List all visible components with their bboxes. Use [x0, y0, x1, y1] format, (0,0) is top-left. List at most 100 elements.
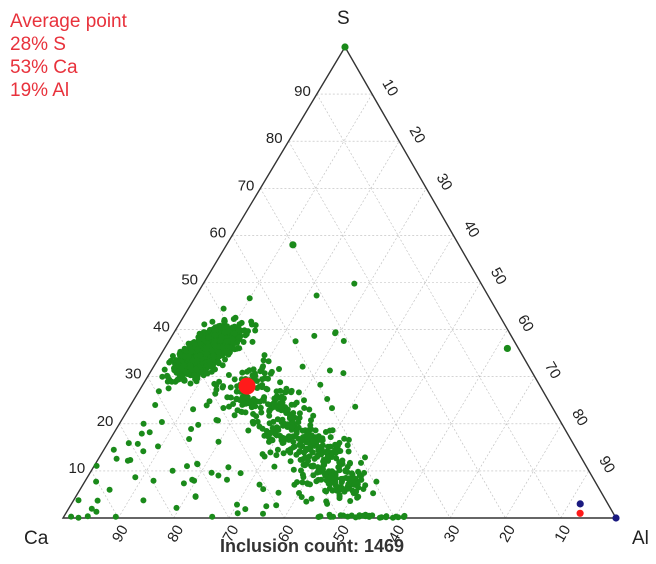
- data-point: [234, 501, 240, 508]
- data-point: [210, 352, 217, 359]
- data-point: [318, 437, 324, 443]
- grid-lines: [90, 93, 590, 519]
- data-point: [324, 396, 331, 402]
- data-point: [213, 386, 220, 393]
- data-point: [319, 442, 326, 449]
- data-point: [193, 357, 200, 364]
- notable-point: [341, 43, 349, 51]
- data-point: [330, 513, 337, 520]
- data-point: [250, 411, 257, 417]
- data-point: [306, 406, 313, 413]
- data-point: [265, 358, 272, 365]
- data-point: [192, 374, 199, 381]
- data-point: [322, 449, 329, 456]
- data-point: [273, 393, 280, 400]
- tick-label-al: 60: [514, 312, 537, 335]
- data-point: [347, 498, 354, 504]
- data-point: [180, 480, 187, 487]
- data-point: [354, 494, 361, 501]
- average-point-al: 19% Al: [10, 80, 70, 101]
- notable-point: [576, 509, 584, 517]
- data-point: [167, 357, 174, 364]
- data-point: [289, 423, 296, 430]
- tick-label-ca: 40: [385, 522, 408, 545]
- data-point: [185, 353, 192, 360]
- data-point: [333, 442, 340, 449]
- data-point: [223, 348, 230, 355]
- data-point: [225, 464, 232, 471]
- data-point: [304, 480, 311, 487]
- tick-label-ca: 10: [551, 522, 574, 545]
- data-point: [227, 384, 234, 391]
- data-point: [75, 514, 82, 521]
- data-point: [208, 469, 215, 476]
- data-point: [215, 417, 221, 424]
- grid-line: [173, 141, 400, 519]
- data-point: [188, 348, 195, 355]
- data-point: [165, 385, 172, 392]
- data-point: [176, 351, 183, 357]
- data-point: [295, 389, 302, 396]
- data-point: [184, 463, 190, 470]
- data-point: [350, 490, 357, 497]
- tick-label-al: 50: [487, 265, 510, 288]
- tick-label-s: 40: [153, 319, 170, 336]
- data-point: [337, 486, 344, 493]
- data-point: [222, 356, 228, 363]
- data-point: [352, 403, 359, 410]
- data-point: [297, 456, 304, 463]
- data-point: [93, 462, 100, 469]
- data-point: [257, 404, 264, 411]
- data-point: [332, 330, 339, 337]
- data-point: [224, 476, 230, 483]
- data-point: [362, 454, 368, 461]
- data-point: [296, 410, 303, 417]
- data-point: [333, 482, 339, 489]
- data-point: [395, 514, 402, 521]
- data-point: [138, 430, 145, 437]
- data-point: [338, 475, 345, 482]
- data-point: [298, 494, 305, 500]
- data-point: [329, 405, 335, 412]
- data-point: [155, 443, 161, 450]
- data-point: [159, 373, 166, 380]
- data-point: [196, 352, 203, 359]
- data-point: [288, 389, 295, 396]
- data-point: [301, 397, 307, 404]
- data-point: [301, 462, 308, 469]
- grid-line: [147, 376, 230, 519]
- average-point-s: 28% S: [10, 34, 66, 55]
- data-point: [267, 370, 274, 377]
- data-point: [215, 472, 222, 479]
- average-point-title: Average point: [10, 11, 127, 32]
- data-point: [325, 468, 332, 475]
- notable-point: [503, 344, 511, 353]
- data-point: [242, 506, 249, 513]
- data-point: [132, 474, 139, 481]
- data-point: [252, 327, 259, 334]
- tick-label-al: 40: [460, 218, 483, 241]
- data-point: [325, 443, 331, 450]
- data-point: [178, 365, 185, 372]
- data-point: [206, 398, 213, 405]
- tick-label-al: 90: [595, 453, 618, 476]
- data-point: [248, 318, 255, 325]
- data-point: [273, 502, 280, 509]
- grid-line: [316, 93, 561, 519]
- data-point: [215, 360, 222, 367]
- data-point: [356, 512, 363, 519]
- data-point: [208, 347, 215, 354]
- data-point: [94, 497, 101, 504]
- data-point: [311, 455, 318, 462]
- data-point: [181, 353, 188, 360]
- data-point: [287, 413, 293, 420]
- data-point: [225, 372, 232, 378]
- average-point-panel: Average point 28% S 53% Ca 19% Al: [10, 10, 127, 102]
- data-point: [236, 334, 242, 341]
- data-point: [205, 343, 212, 349]
- tick-label-s: 60: [210, 224, 227, 241]
- data-point: [346, 460, 353, 467]
- tick-label-s: 80: [266, 130, 283, 147]
- data-point: [238, 319, 245, 326]
- average-point-marker: [238, 377, 256, 395]
